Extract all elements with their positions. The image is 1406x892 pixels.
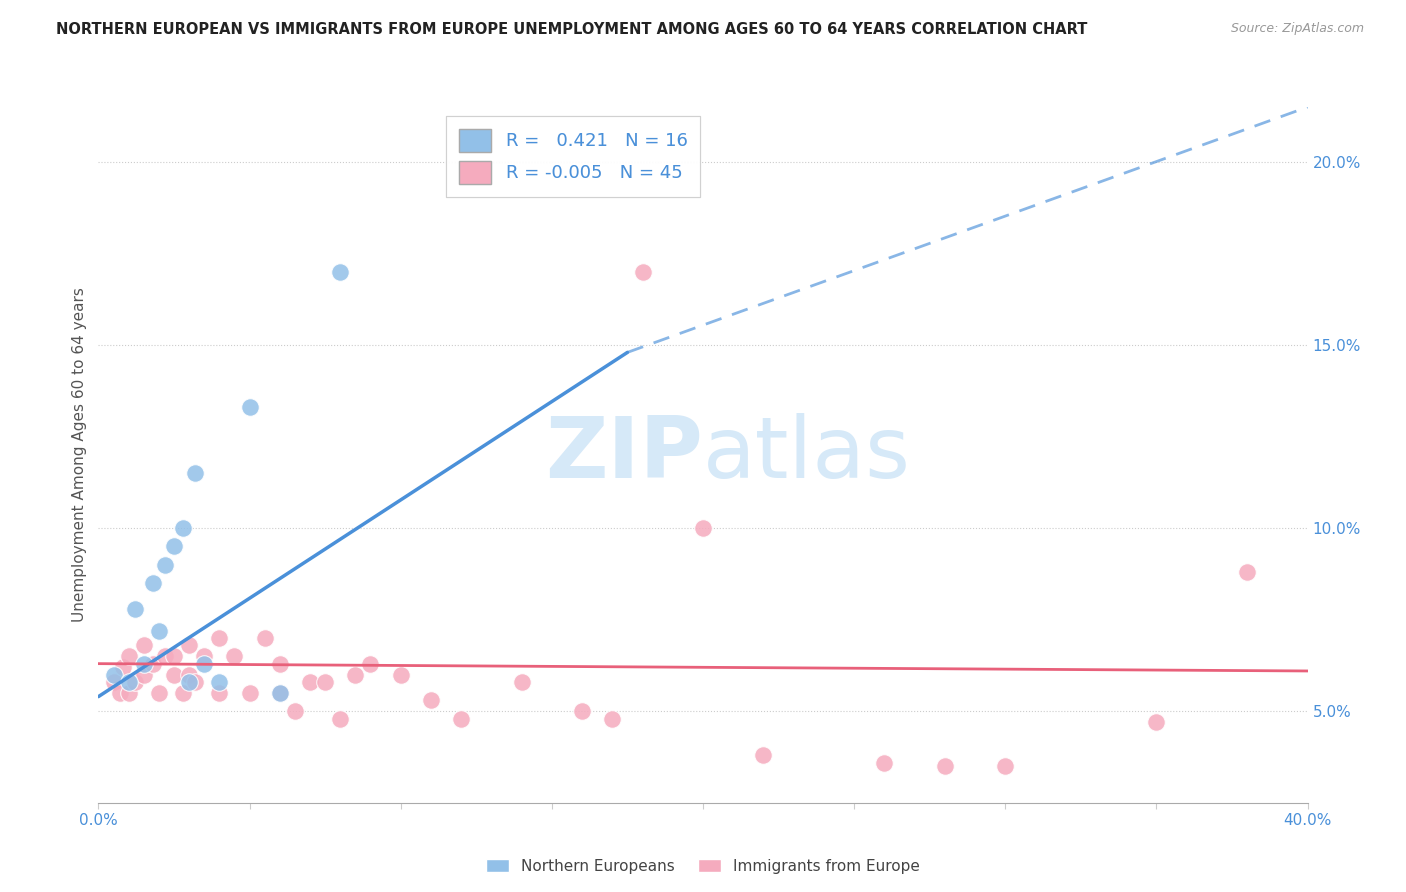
Point <box>510 675 533 690</box>
Point <box>163 649 186 664</box>
Point <box>253 631 276 645</box>
Point <box>752 748 775 763</box>
Point <box>1236 565 1258 579</box>
Point <box>239 686 262 700</box>
Point <box>163 667 186 681</box>
Point <box>631 265 654 279</box>
Point <box>224 649 246 664</box>
Point <box>103 675 125 690</box>
Point <box>132 638 155 652</box>
Point <box>193 657 215 671</box>
Text: ZIP: ZIP <box>546 413 703 497</box>
Point <box>360 657 382 671</box>
Text: atlas: atlas <box>703 413 911 497</box>
Point <box>142 657 165 671</box>
Point <box>571 704 593 718</box>
Legend: Northern Europeans, Immigrants from Europe: Northern Europeans, Immigrants from Euro… <box>479 853 927 880</box>
Point <box>177 675 201 690</box>
Point <box>284 704 307 718</box>
Point <box>163 540 186 554</box>
Point <box>148 624 170 638</box>
Point <box>153 558 176 572</box>
Point <box>118 686 141 700</box>
Y-axis label: Unemployment Among Ages 60 to 64 years: Unemployment Among Ages 60 to 64 years <box>72 287 87 623</box>
Point <box>193 649 215 664</box>
Point <box>314 675 336 690</box>
Point <box>124 675 146 690</box>
Point <box>108 686 131 700</box>
Point <box>184 467 207 481</box>
Text: NORTHERN EUROPEAN VS IMMIGRANTS FROM EUROPE UNEMPLOYMENT AMONG AGES 60 TO 64 YEA: NORTHERN EUROPEAN VS IMMIGRANTS FROM EUR… <box>56 22 1088 37</box>
Point <box>177 667 201 681</box>
Point <box>994 759 1017 773</box>
Point <box>873 756 896 770</box>
Point <box>118 649 141 664</box>
Point <box>208 686 231 700</box>
Point <box>269 657 291 671</box>
Point <box>329 712 352 726</box>
Point <box>208 631 231 645</box>
Point <box>132 667 155 681</box>
Point <box>132 657 155 671</box>
Point <box>153 649 176 664</box>
Point <box>389 667 412 681</box>
Point <box>269 686 291 700</box>
Point <box>111 660 134 674</box>
Point <box>450 712 472 726</box>
Point <box>239 401 262 415</box>
Point <box>172 686 194 700</box>
Point <box>419 693 441 707</box>
Point <box>142 576 165 591</box>
Point <box>299 675 322 690</box>
Point <box>103 667 125 681</box>
Legend: R =   0.421   N = 16, R = -0.005   N = 45: R = 0.421 N = 16, R = -0.005 N = 45 <box>446 116 700 197</box>
Point <box>269 686 291 700</box>
Point <box>602 712 624 726</box>
Point <box>148 686 170 700</box>
Point <box>329 265 352 279</box>
Point <box>934 759 956 773</box>
Point <box>172 521 194 535</box>
Point <box>118 675 141 690</box>
Point <box>124 601 146 615</box>
Point <box>184 675 207 690</box>
Point <box>177 638 201 652</box>
Point <box>692 521 714 535</box>
Text: Source: ZipAtlas.com: Source: ZipAtlas.com <box>1230 22 1364 36</box>
Point <box>1144 715 1167 730</box>
Point <box>208 675 231 690</box>
Point <box>344 667 367 681</box>
